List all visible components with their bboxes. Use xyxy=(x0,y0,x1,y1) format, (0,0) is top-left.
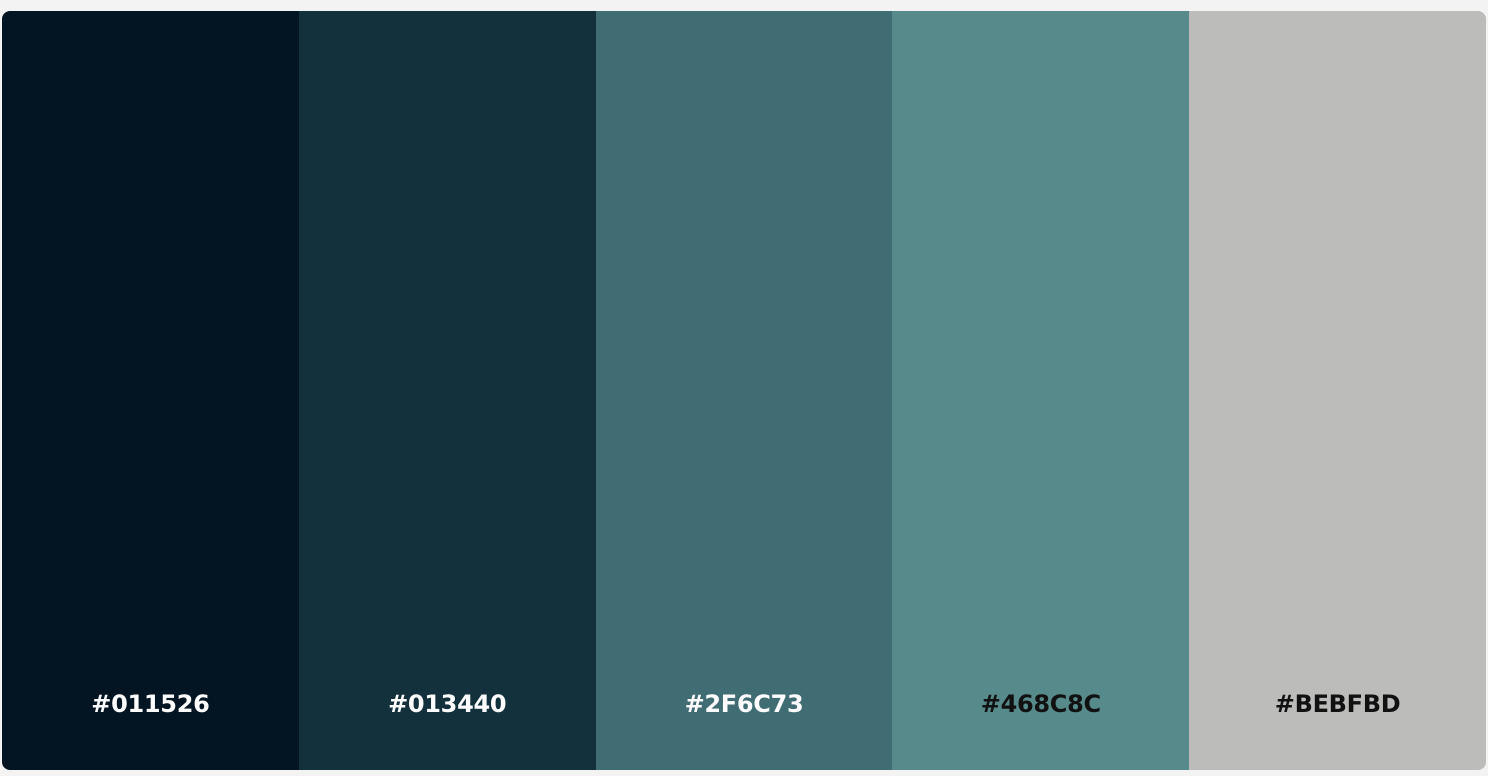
swatch-hex-label[interactable]: #011526 xyxy=(91,690,210,718)
color-swatch-1[interactable]: #011526 xyxy=(2,11,299,770)
color-swatch-5[interactable]: #BEBFBD xyxy=(1189,11,1486,770)
swatch-hex-label[interactable]: #468C8C xyxy=(980,690,1101,718)
swatch-hex-label[interactable]: #2F6C73 xyxy=(684,690,804,718)
swatch-hex-label[interactable]: #BEBFBD xyxy=(1274,690,1401,718)
color-swatch-4[interactable]: #468C8C xyxy=(892,11,1190,770)
color-palette: #011526 #013440 #2F6C73 #468C8C #BEBFBD xyxy=(2,11,1486,770)
color-swatch-3[interactable]: #2F6C73 xyxy=(595,11,893,770)
color-swatch-2[interactable]: #013440 xyxy=(298,11,596,770)
swatch-hex-label[interactable]: #013440 xyxy=(388,690,507,718)
